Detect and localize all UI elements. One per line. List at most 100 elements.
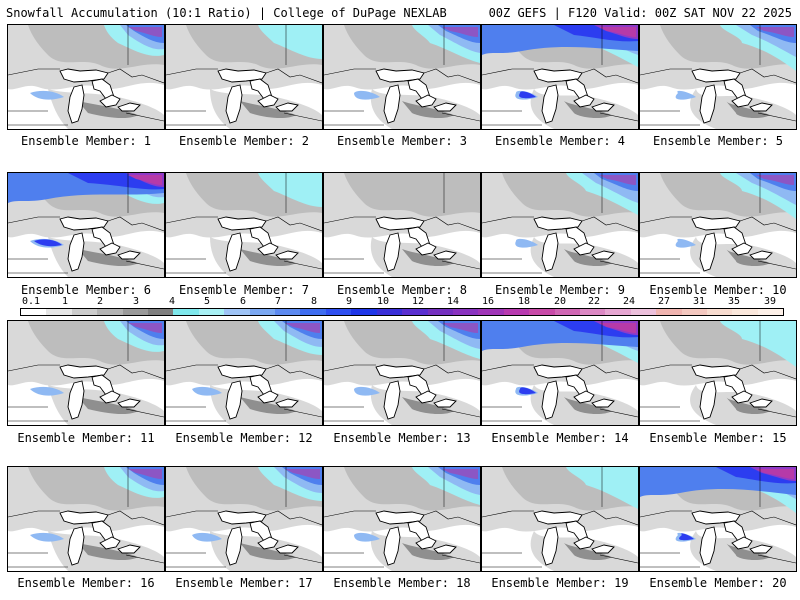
ensemble-member-label: Ensemble Member: 17 xyxy=(175,576,313,590)
colorbar-segment xyxy=(275,309,301,315)
ensemble-member-label: Ensemble Member: 3 xyxy=(336,134,468,148)
colorbar-tick-label: 0.1 xyxy=(21,296,41,307)
ensemble-member-label: Ensemble Member: 20 xyxy=(649,576,787,590)
ensemble-member-map xyxy=(323,320,481,426)
colorbar-segment xyxy=(630,309,657,315)
colorbar-segment xyxy=(21,309,47,315)
colorbar-segment xyxy=(478,309,504,315)
ensemble-member-map xyxy=(481,24,639,130)
colorbar-tick-label: 18 xyxy=(517,296,531,307)
colorbar-segment xyxy=(529,309,555,315)
snowfall-map-svg xyxy=(8,173,164,277)
colorbar-segment xyxy=(452,309,479,315)
colorbar-tick-label: 8 xyxy=(310,296,318,307)
colorbar-tick-label: 20 xyxy=(553,296,567,307)
colorbar-segment xyxy=(681,309,707,315)
ensemble-member-map xyxy=(7,172,165,278)
snowfall-map-svg xyxy=(482,321,638,425)
ensemble-member-map xyxy=(639,172,797,278)
colorbar-segment xyxy=(732,309,758,315)
ensemble-member-label: Ensemble Member: 1 xyxy=(20,134,152,148)
colorbar-segment xyxy=(224,309,250,315)
ensemble-member-label: Ensemble Member: 2 xyxy=(178,134,310,148)
ensemble-member-map xyxy=(639,320,797,426)
ensemble-member-map xyxy=(323,172,481,278)
ensemble-member-label: Ensemble Member: 10 xyxy=(649,283,787,297)
ensemble-member-map xyxy=(165,320,323,426)
ensemble-member-label: Ensemble Member: 12 xyxy=(175,431,313,445)
colorbar-segment xyxy=(97,309,123,315)
run-info: 00Z GEFS | F120 Valid: 00Z SAT NOV 22 20… xyxy=(488,6,792,20)
ensemble-member-label: Ensemble Member: 9 xyxy=(494,283,626,297)
snowfall-map-svg xyxy=(640,321,796,425)
ensemble-member-label: Ensemble Member: 16 xyxy=(17,576,155,590)
colorbar-tick-label: 22 xyxy=(587,296,601,307)
colorbar-tick-label: 14 xyxy=(446,296,460,307)
snowfall-map-svg xyxy=(324,173,480,277)
ensemble-member-map xyxy=(323,466,481,572)
ensemble-member-label: Ensemble Member: 8 xyxy=(336,283,468,297)
snowfall-map-svg xyxy=(8,467,164,571)
ensemble-member-label: Ensemble Member: 5 xyxy=(652,134,784,148)
snowfall-map-svg xyxy=(166,321,322,425)
snowfall-map-svg xyxy=(324,25,480,129)
ensemble-member-map xyxy=(7,320,165,426)
colorbar-tick-label: 9 xyxy=(345,296,353,307)
colorbar-tick-label: 10 xyxy=(376,296,390,307)
colorbar-tick-label: 2 xyxy=(96,296,104,307)
colorbar-tick-label: 5 xyxy=(203,296,211,307)
snowfall-map-svg xyxy=(640,467,796,571)
colorbar-segment xyxy=(351,309,377,315)
snowfall-map-svg xyxy=(640,173,796,277)
ensemble-member-label: Ensemble Member: 18 xyxy=(333,576,471,590)
snowfall-map-svg xyxy=(482,25,638,129)
colorbar-segment xyxy=(148,309,174,315)
colorbar-tick-label: 39 xyxy=(763,296,777,307)
colorbar-segment xyxy=(325,309,352,315)
colorbar-segment xyxy=(757,309,784,315)
colorbar-tick-label: 7 xyxy=(274,296,282,307)
ensemble-member-map xyxy=(639,466,797,572)
snowfall-map-svg xyxy=(166,25,322,129)
colorbar-tick-label: 27 xyxy=(657,296,671,307)
colorbar-segment xyxy=(656,309,682,315)
ensemble-member-map xyxy=(7,466,165,572)
ensemble-member-label: Ensemble Member: 19 xyxy=(491,576,629,590)
colorbar-tick-label: 31 xyxy=(692,296,706,307)
ensemble-member-map xyxy=(481,172,639,278)
colorbar-tick-label: 3 xyxy=(132,296,140,307)
snowfall-map-svg xyxy=(166,173,322,277)
colorbar-segment xyxy=(46,309,72,315)
colorbar-segment xyxy=(706,309,733,315)
ensemble-member-label: Ensemble Member: 11 xyxy=(17,431,155,445)
ensemble-member-map xyxy=(639,24,797,130)
colorbar-segment xyxy=(554,309,580,315)
colorbar-segment xyxy=(605,309,631,315)
colorbar-segment xyxy=(249,309,276,315)
colorbar-segment xyxy=(198,309,225,315)
colorbar-segment xyxy=(300,309,326,315)
colorbar-segment xyxy=(173,309,199,315)
snowfall-map-svg xyxy=(324,321,480,425)
colorbar-segment xyxy=(503,309,530,315)
colorbar-tick-label: 1 xyxy=(61,296,69,307)
colorbar-tick-label: 24 xyxy=(622,296,636,307)
ensemble-member-map xyxy=(165,172,323,278)
colorbar-segment xyxy=(402,309,428,315)
colorbar-tick-label: 12 xyxy=(411,296,425,307)
snowfall-map-svg xyxy=(8,321,164,425)
colorbar-tick-label: 4 xyxy=(168,296,176,307)
ensemble-member-label: Ensemble Member: 14 xyxy=(491,431,629,445)
snowfall-map-svg xyxy=(8,25,164,129)
ensemble-member-map xyxy=(165,466,323,572)
snowfall-colorbar xyxy=(20,308,784,316)
colorbar-segment xyxy=(376,309,403,315)
ensemble-member-map xyxy=(481,320,639,426)
colorbar-tick-label: 35 xyxy=(727,296,741,307)
map-title: Snowfall Accumulation (10:1 Ratio) | Col… xyxy=(6,6,447,20)
ensemble-member-label: Ensemble Member: 15 xyxy=(649,431,787,445)
ensemble-member-label: Ensemble Member: 13 xyxy=(333,431,471,445)
snowfall-map-svg xyxy=(482,467,638,571)
colorbar-segment xyxy=(71,309,98,315)
snowfall-map-svg xyxy=(640,25,796,129)
